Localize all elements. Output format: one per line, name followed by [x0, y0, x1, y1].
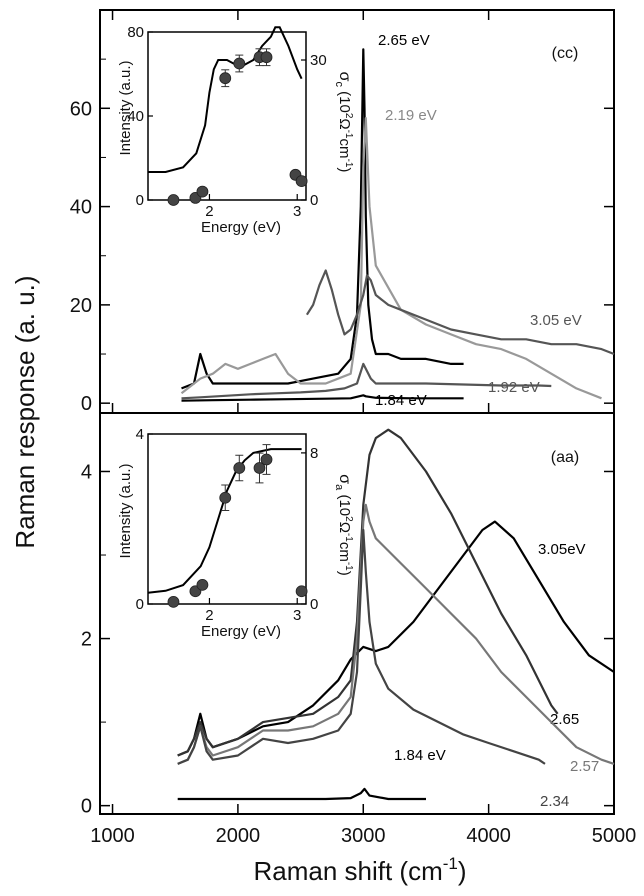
- inset-data-point: [260, 453, 273, 466]
- inset-y-label: Intensity (a.u.): [117, 463, 134, 558]
- y-tick-label: 20: [70, 295, 92, 317]
- series-line: [305, 269, 615, 356]
- y-tick-label: 0: [81, 796, 92, 818]
- y-axis-label: Raman response (a. u.): [10, 275, 40, 548]
- series-label: 1.84 eV: [375, 392, 427, 409]
- inset-x-label: Energy (eV): [201, 219, 281, 236]
- series-line: [177, 528, 546, 765]
- inset-data-point: [167, 194, 180, 206]
- series-line: [181, 394, 464, 402]
- inset-y-tick-label: 0: [136, 596, 144, 613]
- inset-data-point: [196, 185, 209, 198]
- inset-x-tick-label: 2: [205, 607, 213, 624]
- y-tick-label: 40: [70, 197, 92, 219]
- series-label: 3.05eV: [538, 541, 586, 558]
- x-tick-label: 2000: [216, 825, 261, 847]
- inset-y2-tick-label: 0: [310, 596, 318, 613]
- inset-data-point: [233, 57, 246, 70]
- inset-frame: [147, 433, 307, 605]
- series-label: 2.65 eV: [378, 32, 430, 49]
- x-tick-label: 1000: [90, 825, 135, 847]
- series-label: 3.05 eV: [530, 312, 582, 329]
- y-tick-label: 2: [81, 629, 92, 651]
- inset-y-tick-label: 80: [127, 24, 144, 41]
- x-axis-label: Raman shift (cm-1): [253, 854, 466, 886]
- inset-frame: [147, 31, 307, 201]
- series-label: 2.19 eV: [385, 107, 437, 124]
- inset-y2-tick-label: 8: [310, 445, 318, 462]
- series-line: [177, 787, 426, 801]
- x-tick-label: 4000: [466, 825, 511, 847]
- inset-data-point: [219, 491, 232, 504]
- series-label: 1.84 eV: [394, 747, 446, 764]
- inset-y-tick-label: 4: [136, 426, 144, 443]
- series-label: 2.34: [540, 793, 569, 810]
- y-tick-label: 4: [81, 461, 92, 483]
- inset-y2-label: σa (102Ω-1cm-1): [333, 474, 354, 575]
- inset-y-label: Intensity (a.u.): [117, 60, 134, 155]
- x-tick-label: 3000: [341, 825, 386, 847]
- inset-data-point: [260, 51, 273, 64]
- inset-y-tick-label: 0: [136, 192, 144, 209]
- inset-data-point: [253, 462, 266, 474]
- inset-data-point: [167, 595, 180, 608]
- inset-data-point: [295, 175, 308, 188]
- inset-y2-label: σc (102Ω-1cm-1): [333, 72, 354, 173]
- panel-label: (aa): [551, 449, 579, 466]
- inset-y-tick-label: 40: [127, 108, 144, 125]
- inset-data-point: [295, 585, 308, 598]
- series-label: 2.57: [570, 758, 599, 775]
- inset-data-point: [233, 462, 246, 474]
- series-line: [181, 362, 552, 400]
- inset-y2-tick-label: 30: [310, 52, 327, 69]
- inset-x-tick-label: 3: [293, 607, 301, 624]
- inset-x-tick-label: 3: [293, 203, 301, 220]
- x-axis-ticks: 1000 2000 3000 4000 5000: [90, 10, 636, 847]
- inset-data-point: [219, 72, 232, 85]
- inset-x-label: Energy (eV): [201, 623, 281, 640]
- inset-x-tick-label: 2: [205, 203, 213, 220]
- x-tick-label: 5000: [592, 825, 637, 847]
- inset-data-point: [196, 578, 209, 591]
- y-tick-label: 0: [81, 393, 92, 415]
- series-label: 1.92 eV: [488, 379, 540, 396]
- series-line: [177, 503, 615, 765]
- y-tick-label: 60: [70, 98, 92, 120]
- panel-label: (cc): [552, 45, 579, 62]
- series-label: 2.65: [550, 711, 579, 728]
- inset-y2-tick-label: 0: [310, 192, 318, 209]
